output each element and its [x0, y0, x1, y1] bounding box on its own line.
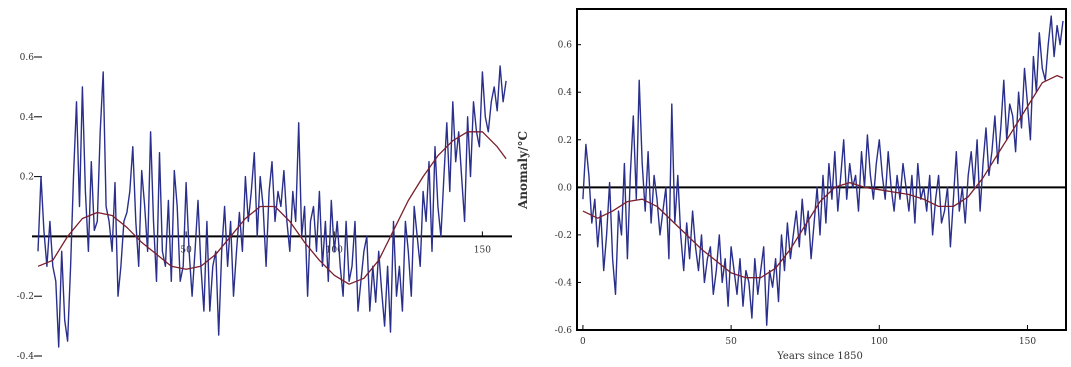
right-x-tick-label: 50 [725, 337, 737, 347]
right-plot-frame [576, 8, 1067, 331]
left-x-tick-label: 150 [474, 245, 491, 255]
left-chart: 0.60.40.2-0.2-0.4 50 100 150 [17, 53, 512, 362]
right-x-tick-label: 150 [1019, 337, 1036, 347]
left-y-tick-label: -0.4 [17, 352, 35, 362]
right-chart: 0.6 0.4 0.2 0.0 -0.2 -0.4 -0.6 0 50 100 150 Anoma… [516, 8, 1067, 362]
right-x-axis-label: Years since 1850 [776, 351, 863, 362]
right-x-tick-label: 100 [871, 337, 888, 347]
right-series-group [582, 15, 1064, 326]
right-y-tick-label: 0.4 [558, 88, 573, 98]
right-y-tick-label: 0.2 [558, 136, 572, 146]
left-y-tick-label: 0.4 [20, 113, 35, 123]
right-x-ticks: 0 50 100 150 [580, 325, 1036, 347]
right-y-ticks: 0.6 0.4 0.2 0.0 -0.2 -0.4 -0.6 [555, 41, 581, 336]
left-series-group [37, 65, 507, 348]
right-y-tick-label: -0.6 [555, 326, 573, 336]
left-x-tick-label: 50 [180, 245, 192, 255]
left-y-tick-label: -0.2 [17, 292, 34, 302]
right-annual-series-line [582, 15, 1064, 326]
left-y-ticks: 0.6 0.4 0.2 -0.2 -0.4 [17, 53, 42, 362]
right-y-tick-label: 0.6 [558, 41, 573, 51]
left-y-tick-label: 0.6 [20, 53, 35, 63]
right-y-tick-label: -0.4 [555, 278, 573, 288]
right-y-axis-label: Anomaly/°C [516, 131, 530, 210]
left-annual-series-line [37, 65, 507, 348]
right-y-tick-label: 0.0 [558, 183, 573, 193]
right-smoothed-series-line [582, 74, 1064, 279]
left-y-tick-label: 0.2 [20, 173, 34, 183]
right-x-tick-label: 0 [580, 337, 586, 347]
left-smoothed-series-line [37, 131, 507, 285]
right-y-tick-label: -0.2 [555, 231, 572, 241]
